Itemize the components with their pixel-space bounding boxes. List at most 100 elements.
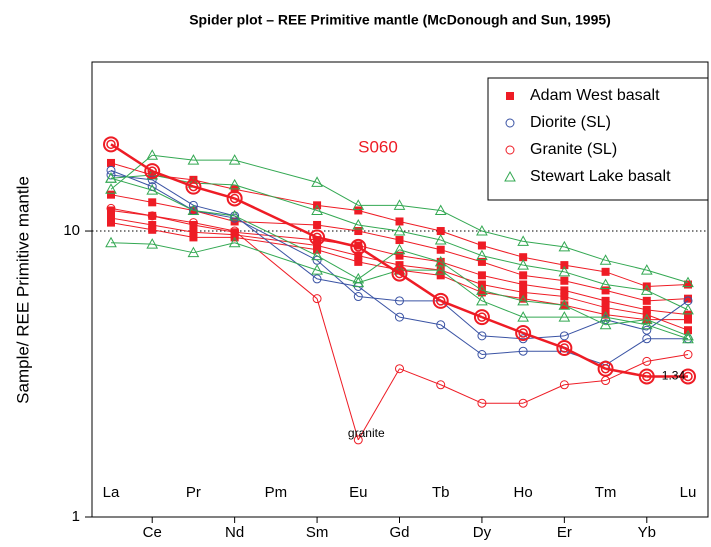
series-segment bbox=[193, 231, 235, 236]
series-segment bbox=[440, 384, 483, 404]
series-segment bbox=[234, 234, 318, 246]
marker bbox=[642, 356, 652, 366]
marker bbox=[148, 220, 157, 229]
series-segment bbox=[110, 154, 153, 190]
series-segment bbox=[316, 210, 359, 226]
x-tick-label: Dy bbox=[473, 524, 492, 541]
series-segment bbox=[110, 143, 153, 173]
series-segment bbox=[564, 264, 606, 273]
series-segment bbox=[357, 368, 400, 441]
marker bbox=[106, 165, 116, 175]
legend-label: Adam West basalt bbox=[530, 87, 660, 104]
series-segment bbox=[564, 380, 606, 386]
marker bbox=[517, 311, 529, 322]
x-tick-label: Sm bbox=[306, 524, 329, 541]
series-segment bbox=[399, 368, 441, 386]
series-segment bbox=[605, 289, 647, 302]
marker bbox=[640, 284, 653, 295]
marker bbox=[395, 217, 404, 226]
marker bbox=[187, 204, 200, 215]
marker bbox=[228, 154, 241, 165]
series-segment bbox=[152, 215, 194, 224]
series-segment bbox=[564, 280, 606, 291]
series-segment bbox=[110, 177, 153, 191]
series-segment bbox=[564, 304, 606, 326]
series-segment bbox=[605, 360, 647, 382]
marker bbox=[682, 329, 694, 341]
marker bbox=[640, 313, 653, 325]
series-segment bbox=[110, 174, 153, 179]
highlight-label: S060 bbox=[358, 137, 398, 156]
marker bbox=[147, 211, 157, 221]
series-segment bbox=[110, 207, 153, 217]
marker bbox=[519, 280, 528, 289]
marker bbox=[434, 264, 447, 275]
marker bbox=[558, 311, 571, 322]
marker bbox=[107, 218, 115, 227]
series-segment bbox=[358, 296, 400, 302]
marker bbox=[311, 249, 323, 261]
y-tick-label: 1 bbox=[72, 508, 80, 525]
series-segment bbox=[399, 230, 441, 241]
series-segment bbox=[316, 249, 359, 263]
series-segment bbox=[564, 296, 606, 309]
series-segment bbox=[234, 236, 318, 251]
marker bbox=[558, 299, 571, 310]
marker bbox=[640, 264, 653, 275]
marker bbox=[188, 218, 198, 228]
marker bbox=[313, 241, 322, 250]
series-segment bbox=[193, 224, 235, 233]
marker bbox=[393, 199, 406, 210]
x-tick-label: Pm bbox=[265, 484, 288, 501]
series-segment bbox=[481, 245, 524, 258]
marker bbox=[107, 206, 115, 215]
series-segment bbox=[110, 169, 153, 188]
series-segment bbox=[646, 354, 689, 362]
highlight-marker-inner bbox=[188, 181, 199, 192]
marker bbox=[354, 257, 363, 266]
highlight-marker-inner bbox=[312, 232, 322, 243]
series-segment bbox=[523, 274, 565, 282]
legend-label: Stewart Lake basalt bbox=[530, 168, 671, 185]
series-segment bbox=[605, 271, 647, 287]
series-segment bbox=[440, 300, 483, 337]
marker bbox=[393, 224, 406, 236]
series-segment bbox=[523, 284, 565, 291]
series-segment bbox=[358, 230, 400, 241]
marker bbox=[146, 149, 159, 160]
series-segment bbox=[316, 224, 359, 232]
marker bbox=[434, 255, 447, 267]
series-segment bbox=[605, 300, 647, 311]
highlight-marker-inner bbox=[229, 193, 240, 204]
marker bbox=[642, 296, 651, 305]
series-segment bbox=[357, 249, 400, 280]
marker bbox=[146, 238, 159, 249]
series-segment bbox=[564, 319, 606, 337]
marker bbox=[683, 350, 693, 360]
highlight-marker-inner bbox=[518, 328, 528, 338]
series-segment bbox=[152, 229, 194, 238]
marker bbox=[188, 200, 198, 210]
series-segment bbox=[357, 245, 401, 275]
annotation: 1.34 bbox=[662, 369, 686, 383]
series-segment bbox=[605, 284, 647, 291]
series-segment bbox=[234, 215, 318, 280]
series-segment bbox=[234, 184, 318, 211]
series-segment bbox=[357, 286, 400, 318]
series-segment bbox=[316, 298, 359, 441]
marker bbox=[148, 225, 157, 234]
marker bbox=[559, 380, 569, 390]
highlight-marker bbox=[144, 163, 161, 180]
series-segment bbox=[605, 319, 647, 326]
marker bbox=[518, 346, 528, 356]
marker bbox=[352, 272, 365, 284]
series-segment bbox=[234, 197, 318, 239]
legend-box bbox=[487, 77, 709, 201]
series-segment bbox=[605, 307, 647, 316]
marker bbox=[352, 199, 365, 210]
marker bbox=[682, 332, 694, 344]
marker bbox=[436, 320, 446, 330]
marker bbox=[354, 241, 363, 250]
series-segment bbox=[646, 309, 689, 316]
